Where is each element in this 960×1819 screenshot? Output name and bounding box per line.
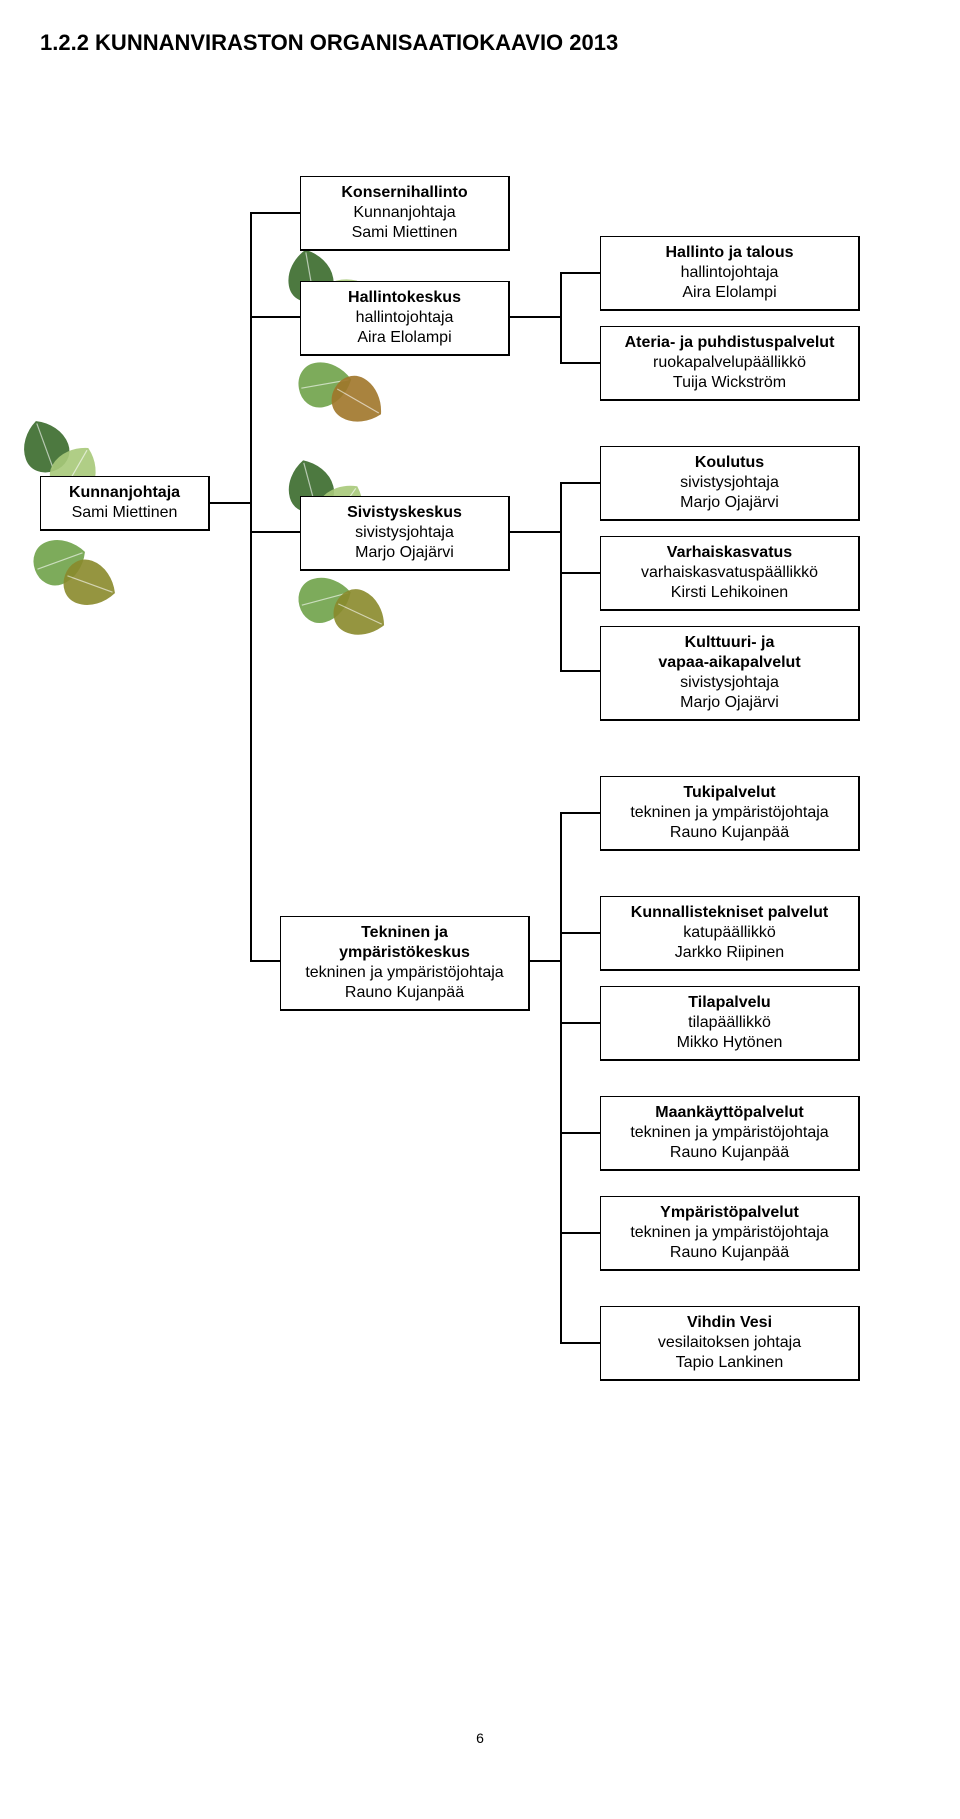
org-node-hallinto-ja-talous: Hallinto ja talous hallintojohtaja Aira … bbox=[600, 236, 860, 311]
page-heading: 1.2.2 KUNNANVIRASTON ORGANISAATIOKAAVIO … bbox=[40, 30, 920, 56]
connector-line bbox=[250, 531, 300, 533]
node-title: vapaa-aikapalvelut bbox=[609, 653, 850, 673]
node-title: Kunnanjohtaja bbox=[49, 483, 200, 503]
page-number: 6 bbox=[0, 1730, 960, 1746]
connector-line bbox=[560, 670, 600, 672]
node-title: Koulutus bbox=[609, 453, 850, 473]
connector-line bbox=[560, 1342, 600, 1344]
connector-line bbox=[560, 1132, 600, 1134]
node-sub: Aira Elolampi bbox=[309, 328, 500, 348]
node-title: Hallintokeskus bbox=[309, 288, 500, 308]
connector-line bbox=[530, 960, 560, 962]
node-sub: sivistysjohtaja bbox=[309, 523, 500, 543]
node-sub: tekninen ja ympäristöjohtaja bbox=[609, 1223, 850, 1243]
node-sub: katupäällikkö bbox=[609, 923, 850, 943]
org-node-tukipalvelut: Tukipalvelut tekninen ja ympäristöjohtaj… bbox=[600, 776, 860, 851]
node-title: Varhaiskasvatus bbox=[609, 543, 850, 563]
connector-line bbox=[560, 362, 600, 364]
node-sub: Rauno Kujanpää bbox=[609, 1143, 850, 1163]
connector-line bbox=[250, 960, 280, 962]
node-title: Maankäyttöpalvelut bbox=[609, 1103, 850, 1123]
org-node-sivistyskeskus: Sivistyskeskus sivistysjohtaja Marjo Oja… bbox=[300, 496, 510, 571]
node-title: Konsernihallinto bbox=[309, 183, 500, 203]
org-node-ateria: Ateria- ja puhdistuspalvelut ruokapalvel… bbox=[600, 326, 860, 401]
connector-line bbox=[560, 572, 600, 574]
node-title: Ympäristöpalvelut bbox=[609, 1203, 850, 1223]
node-sub: Marjo Ojajärvi bbox=[609, 493, 850, 513]
org-node-tekninen-keskus: Tekninen ja ympäristökeskus tekninen ja … bbox=[280, 916, 530, 1011]
node-sub: Aira Elolampi bbox=[609, 283, 850, 303]
connector-line bbox=[560, 272, 562, 362]
node-sub: sivistysjohtaja bbox=[609, 673, 850, 693]
node-sub: Jarkko Riipinen bbox=[609, 943, 850, 963]
node-sub: tilapäällikkö bbox=[609, 1013, 850, 1033]
node-title: Tekninen ja bbox=[289, 923, 520, 943]
node-sub: Marjo Ojajärvi bbox=[609, 693, 850, 713]
node-sub: tekninen ja ympäristöjohtaja bbox=[289, 963, 520, 983]
connector-line bbox=[560, 812, 562, 1342]
connector-line bbox=[560, 482, 562, 670]
connector-line bbox=[510, 316, 560, 318]
org-node-hallintokeskus: Hallintokeskus hallintojohtaja Aira Elol… bbox=[300, 281, 510, 356]
node-title: Kulttuuri- ja bbox=[609, 633, 850, 653]
node-title: Sivistyskeskus bbox=[309, 503, 500, 523]
node-sub: Kirsti Lehikoinen bbox=[609, 583, 850, 603]
org-node-ymparisto: Ympäristöpalvelut tekninen ja ympäristöj… bbox=[600, 1196, 860, 1271]
node-title: Vihdin Vesi bbox=[609, 1313, 850, 1333]
org-node-konsernihallinto: Konsernihallinto Kunnanjohtaja Sami Miet… bbox=[300, 176, 510, 251]
connector-line bbox=[560, 1232, 600, 1234]
org-node-kunnanjohtaja-root: Kunnanjohtaja Sami Miettinen bbox=[40, 476, 210, 531]
org-node-varhaiskasvatus: Varhaiskasvatus varhaiskasvatuspäällikkö… bbox=[600, 536, 860, 611]
connector-line bbox=[510, 531, 560, 533]
connector-line bbox=[560, 1022, 600, 1024]
node-sub: Sami Miettinen bbox=[49, 503, 200, 523]
node-sub: Sami Miettinen bbox=[309, 223, 500, 243]
node-sub: sivistysjohtaja bbox=[609, 473, 850, 493]
node-title: Tukipalvelut bbox=[609, 783, 850, 803]
node-title: Kunnallistekniset palvelut bbox=[609, 903, 850, 923]
connector-line bbox=[560, 932, 600, 934]
node-title: Tilapalvelu bbox=[609, 993, 850, 1013]
node-sub: varhaiskasvatuspäällikkö bbox=[609, 563, 850, 583]
node-sub: Kunnanjohtaja bbox=[309, 203, 500, 223]
org-chart: Kunnanjohtaja Sami Miettinen Konsernihal… bbox=[40, 116, 920, 1716]
node-sub: Rauno Kujanpää bbox=[609, 823, 850, 843]
node-title: ympäristökeskus bbox=[289, 943, 520, 963]
node-sub: tekninen ja ympäristöjohtaja bbox=[609, 1123, 850, 1143]
connector-line bbox=[560, 272, 600, 274]
connector-line bbox=[250, 212, 300, 214]
org-node-kulttuuri: Kulttuuri- ja vapaa-aikapalvelut sivisty… bbox=[600, 626, 860, 721]
node-sub: hallintojohtaja bbox=[609, 263, 850, 283]
node-sub: ruokapalvelupäällikkö bbox=[609, 353, 850, 373]
connector-line bbox=[560, 812, 600, 814]
node-sub: tekninen ja ympäristöjohtaja bbox=[609, 803, 850, 823]
connector-line bbox=[250, 316, 300, 318]
node-sub: Mikko Hytönen bbox=[609, 1033, 850, 1053]
node-sub: Marjo Ojajärvi bbox=[309, 543, 500, 563]
node-sub: Tuija Wickström bbox=[609, 373, 850, 393]
connector-line bbox=[560, 482, 600, 484]
connector-line bbox=[210, 502, 250, 504]
node-sub: Tapio Lankinen bbox=[609, 1353, 850, 1373]
org-node-koulutus: Koulutus sivistysjohtaja Marjo Ojajärvi bbox=[600, 446, 860, 521]
connector-line bbox=[250, 212, 252, 962]
node-title: Ateria- ja puhdistuspalvelut bbox=[609, 333, 850, 353]
org-node-vihdin-vesi: Vihdin Vesi vesilaitoksen johtaja Tapio … bbox=[600, 1306, 860, 1381]
org-node-tilapalvelu: Tilapalvelu tilapäällikkö Mikko Hytönen bbox=[600, 986, 860, 1061]
node-title: Hallinto ja talous bbox=[609, 243, 850, 263]
node-sub: hallintojohtaja bbox=[309, 308, 500, 328]
org-node-maankaytto: Maankäyttöpalvelut tekninen ja ympäristö… bbox=[600, 1096, 860, 1171]
node-sub: Rauno Kujanpää bbox=[609, 1243, 850, 1263]
org-node-kunnallistekniset: Kunnallistekniset palvelut katupäällikkö… bbox=[600, 896, 860, 971]
node-sub: Rauno Kujanpää bbox=[289, 983, 520, 1003]
node-sub: vesilaitoksen johtaja bbox=[609, 1333, 850, 1353]
